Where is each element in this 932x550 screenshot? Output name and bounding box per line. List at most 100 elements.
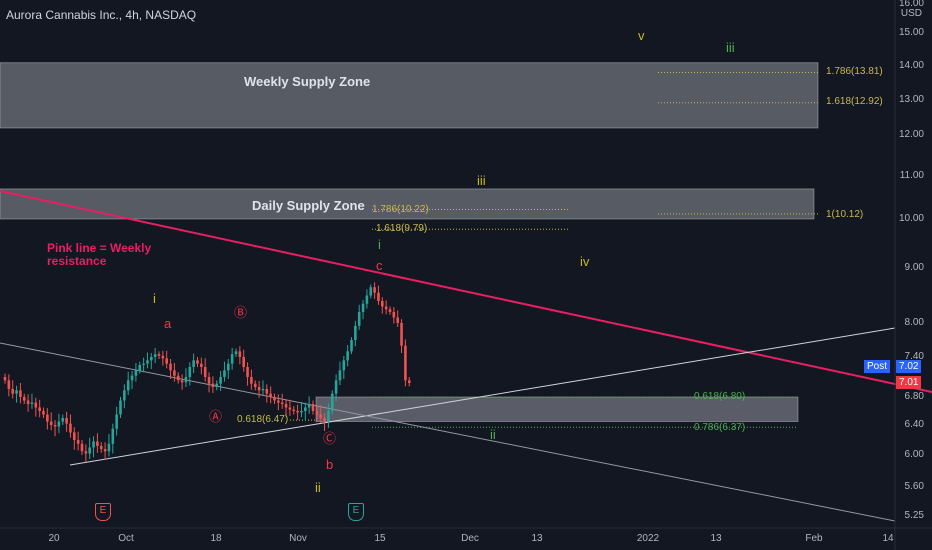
wave-label-a: a — [164, 316, 172, 331]
candle-body — [61, 418, 65, 422]
candle-body — [111, 428, 115, 444]
candle-body — [381, 301, 384, 307]
candle-body — [269, 393, 272, 397]
candles — [3, 282, 411, 463]
candle-body — [80, 443, 84, 452]
wave-label-ii-yellow: ii — [315, 480, 321, 495]
candle-body — [280, 402, 284, 404]
candle-body — [57, 421, 61, 427]
x-tick-label: 13 — [531, 533, 543, 544]
candle-body — [219, 377, 222, 384]
candle-body — [250, 377, 253, 384]
candle-body — [38, 407, 41, 411]
fib-label-s0618: 0.618(6.80) — [694, 391, 746, 402]
candle-body — [284, 404, 288, 408]
candle-body — [253, 383, 257, 387]
candle-body — [246, 367, 249, 377]
candle-body — [354, 325, 357, 340]
candle-body — [211, 383, 215, 387]
candle-body — [338, 370, 342, 381]
candle-body — [292, 409, 296, 411]
x-tick-label: 15 — [374, 533, 386, 544]
candle-body — [327, 411, 330, 422]
x-tick-label: 13 — [710, 533, 722, 544]
x-tick-label: 2022 — [636, 533, 660, 544]
candle-body — [22, 397, 26, 401]
candle-body — [49, 421, 53, 425]
candle-body — [261, 389, 265, 391]
candle-body — [30, 402, 34, 404]
candle-body — [234, 351, 238, 355]
candle-body — [215, 383, 219, 387]
fib-label-d1786: 1.786(10.22) — [372, 204, 429, 215]
candle-body — [19, 390, 22, 397]
candle-body — [200, 363, 203, 367]
candle-body — [34, 402, 38, 408]
supply-zones — [0, 62, 819, 422]
candle-body — [173, 370, 176, 376]
y-tick-label: 5.25 — [904, 510, 924, 521]
weekly-zone-label: Weekly Supply Zone — [244, 74, 371, 89]
y-tick-label: 12.00 — [898, 129, 924, 140]
candle-body — [365, 295, 369, 304]
y-tick-label: 5.60 — [904, 481, 924, 492]
candle-body — [103, 449, 107, 452]
candle-body — [84, 451, 88, 454]
candle-body — [392, 312, 396, 318]
y-tick-label: 6.40 — [904, 419, 924, 430]
wave-label-C-circled: Ⓒ — [323, 431, 337, 446]
wave-label-c: c — [376, 258, 383, 273]
candle-body — [296, 411, 299, 413]
candle-body — [330, 393, 334, 411]
candle-body — [157, 354, 161, 356]
candle-body — [227, 363, 230, 371]
fib-label-d1: 1(10.12) — [826, 209, 864, 220]
channel-trendline — [0, 342, 896, 522]
candle-body — [184, 377, 188, 383]
y-tick-label: 11.00 — [899, 170, 924, 181]
candle-body — [350, 340, 353, 352]
candle-body — [146, 360, 149, 364]
earnings-badge-1[interactable]: E — [95, 503, 111, 521]
candle-body — [188, 367, 192, 377]
zone-box — [315, 396, 799, 422]
note-line-1: Pink line = Weekly — [47, 241, 152, 255]
candle-body — [42, 411, 45, 415]
candle-body — [357, 312, 361, 326]
y-tick-label: 6.00 — [904, 449, 924, 460]
y-tick-label: 8.00 — [904, 317, 924, 328]
candle-body — [396, 317, 399, 323]
candle-body — [119, 400, 122, 415]
candle-body — [319, 414, 322, 418]
candle-body — [361, 303, 365, 312]
candle-body — [130, 375, 134, 381]
earnings-badge-2[interactable]: E — [348, 503, 364, 521]
wave-label-v: v — [638, 28, 645, 43]
candle-body — [257, 387, 261, 391]
candle-body — [377, 292, 380, 301]
x-tick-label: Dec — [461, 533, 479, 544]
x-tick-label: 18 — [210, 533, 222, 544]
candle-body — [73, 432, 76, 440]
candle-body — [223, 370, 226, 377]
wave-label-A-circled: Ⓐ — [209, 409, 223, 424]
candle-body — [384, 306, 388, 310]
candle-body — [123, 390, 126, 401]
x-tick-label: Feb — [805, 533, 823, 544]
candle-body — [288, 407, 292, 410]
candle-body — [99, 446, 103, 449]
daily-zone-label: Daily Supply Zone — [252, 198, 365, 213]
candle-body — [11, 389, 14, 394]
wave-label-i-yellow: i — [153, 291, 156, 306]
candle-body — [76, 440, 80, 444]
candle-body — [138, 365, 142, 371]
candle-body — [65, 418, 68, 424]
fib-label-s0786: 0.786(6.37) — [694, 422, 746, 433]
candle-body — [273, 397, 276, 401]
candle-body — [369, 287, 373, 296]
candle-body — [404, 345, 407, 381]
y-tick-label: 7.40 — [904, 351, 924, 362]
fib-label-d1618: 1.618(9.79) — [376, 223, 428, 234]
